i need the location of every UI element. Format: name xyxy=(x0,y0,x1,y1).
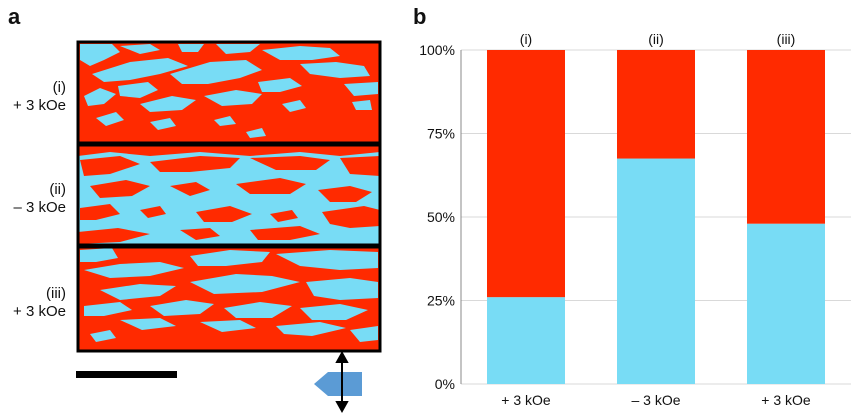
row-index-label: (iii) xyxy=(46,285,66,302)
domain-map-iii xyxy=(78,247,380,351)
bar-segment xyxy=(747,223,825,384)
panel-b-letter: b xyxy=(413,4,427,29)
row-index-label: (ii) xyxy=(49,181,66,198)
scale-bar xyxy=(76,371,177,378)
x-tick-label: – 3 kOe xyxy=(631,392,680,408)
domain-map-ii xyxy=(78,145,380,245)
bar-segment xyxy=(747,50,825,224)
bar-segment xyxy=(617,50,695,159)
panel-a-letter: a xyxy=(8,4,21,29)
y-tick-label: 0% xyxy=(435,376,455,392)
y-tick-labels: 0% 25% 50% 75% 100% xyxy=(419,42,455,392)
row-field-label: + 3 kOe xyxy=(13,303,66,320)
y-tick-label: 75% xyxy=(427,126,455,142)
row-label-iii: (iii) + 3 kOe xyxy=(13,285,66,321)
row-field-label: – 3 kOe xyxy=(13,199,66,216)
bar-top-labels: (i) (ii) (iii) xyxy=(520,31,796,47)
y-tick-label: 100% xyxy=(419,42,455,58)
bar-top-label: (ii) xyxy=(648,31,664,47)
bar-segment xyxy=(617,158,695,384)
y-tick-label: 50% xyxy=(427,209,455,225)
bar-top-label: (iii) xyxy=(777,31,796,47)
y-tick-label: 25% xyxy=(427,293,455,309)
row-index-label: (i) xyxy=(52,79,66,96)
x-tick-label: + 3 kOe xyxy=(761,392,811,408)
bar-segment xyxy=(487,50,565,298)
direction-arrow-icon xyxy=(314,372,362,396)
row-label-i: (i) + 3 kOe xyxy=(13,79,66,115)
bars xyxy=(487,50,825,384)
row-field-label: + 3 kOe xyxy=(13,97,66,114)
bar-segment xyxy=(487,297,565,384)
x-tick-labels: + 3 kOe – 3 kOe + 3 kOe xyxy=(501,392,811,408)
bar-top-label: (i) xyxy=(520,31,532,47)
row-label-ii: (ii) – 3 kOe xyxy=(13,181,66,217)
x-tick-label: + 3 kOe xyxy=(501,392,551,408)
double-arrow-icon xyxy=(335,350,349,414)
domain-map-i xyxy=(78,42,380,143)
